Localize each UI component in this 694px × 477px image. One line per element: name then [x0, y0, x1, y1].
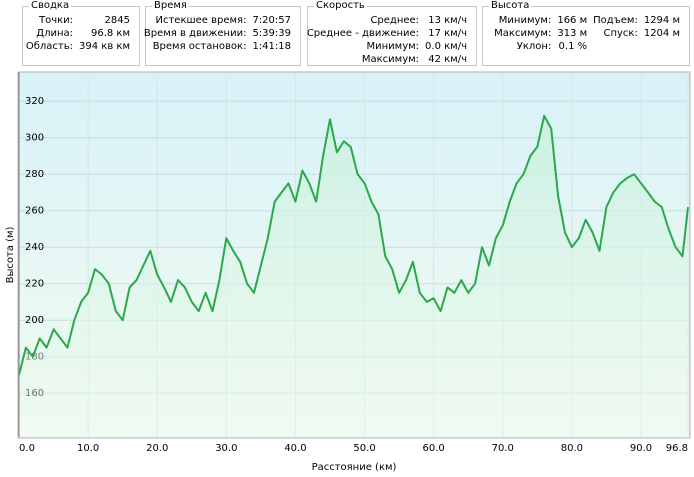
stat-value: 0.0 км/ч: [425, 41, 467, 52]
stat-label: Минимум:: [498, 15, 552, 26]
stats-group: Скорость Среднее: 13 км/ч Среднее - движени…: [304, 0, 477, 66]
stats-group: Высота Минимум: 166 м Подъем: 1294 м Максимум…: [482, 0, 690, 66]
x-tick-label: 60.0: [423, 443, 445, 454]
stat-label: Область:: [25, 41, 74, 52]
stats-table: Среднее: 13 км/ч Среднее - движение: 17 км/…: [304, 14, 470, 66]
stat-label: Точки:: [38, 15, 74, 26]
y-tick-label: 200: [25, 315, 44, 326]
stats-row: Истекшее время: 7:20:57: [141, 14, 294, 27]
y-tick-label: 300: [25, 133, 44, 144]
group-title: Высота: [489, 0, 532, 11]
stat-value: 166 м: [557, 15, 588, 26]
stats-row: Среднее: 13 км/ч: [304, 14, 470, 27]
stats-group: Сводка Точки: 2845 Длина: 96.8 км Область: 394…: [22, 0, 140, 66]
stat-value: 42 км/ч: [428, 54, 467, 65]
x-tick-label: 40.0: [284, 443, 306, 454]
stat-value: 2845: [104, 15, 130, 26]
stats-group: Время Истекшее время: 7:20:57 Время в движе…: [144, 0, 301, 66]
group-title: Время: [152, 0, 189, 11]
stats-row: Точки: 2845: [23, 14, 133, 27]
stats-row: Длина: 96.8 км: [23, 27, 133, 40]
x-tick-label: 30.0: [215, 443, 237, 454]
stat-value: 0.1 %: [558, 41, 588, 52]
stats-row: Время в движении: 5:39:39: [141, 27, 294, 40]
x-tick-label: 90.0: [630, 443, 652, 454]
stats-row: Минимум: 166 м Подъем: 1294 м: [491, 14, 683, 27]
y-tick-label: 260: [25, 206, 44, 217]
stat-value: 1294 м: [643, 15, 680, 26]
stats-table: Минимум: 166 м Подъем: 1294 м Максимум: 313 м…: [491, 14, 683, 53]
x-tick-label: 80.0: [561, 443, 583, 454]
stat-label: Время в движении:: [143, 28, 247, 39]
y-tick-label: 240: [25, 242, 44, 253]
stats-row: Среднее - движение: 17 км/ч: [304, 27, 470, 40]
stats-row: Время остановок: 1:41:18: [141, 40, 294, 53]
x-tick-label: 10.0: [77, 443, 99, 454]
y-tick-label: 280: [25, 169, 44, 180]
area-fill: [19, 115, 688, 438]
stat-label: Максимум:: [494, 28, 552, 39]
stat-label: Среднее - движение:: [306, 28, 420, 39]
x-tick-label: 70.0: [492, 443, 514, 454]
stats-row: Минимум: 0.0 км/ч: [304, 40, 470, 53]
x-tick-label: 20.0: [146, 443, 168, 454]
stat-value: 96.8 км: [90, 28, 130, 39]
stat-value: 394 кв км: [79, 41, 130, 52]
stat-label: Длина:: [36, 28, 74, 39]
stat-label: Истекшее время:: [155, 15, 247, 26]
y-axis-title: Высота (м): [5, 226, 16, 283]
group-title: Скорость: [314, 0, 367, 11]
stat-label: Спуск:: [603, 28, 638, 39]
stats-row: Максимум: 313 м Спуск: 1204 м: [491, 27, 683, 40]
stat-label: Максимум:: [361, 54, 420, 65]
y-tick-label: 220: [25, 279, 44, 290]
y-tick-label: 320: [25, 96, 44, 107]
stats-table: Истекшее время: 7:20:57 Время в движении: 5…: [141, 14, 294, 53]
stat-label: Время остановок:: [152, 41, 247, 52]
x-tick-label: 0.0: [19, 443, 35, 454]
stat-value: 7:20:57: [252, 15, 291, 26]
stat-label: Среднее:: [370, 15, 420, 26]
x-tick-label: 96.8: [666, 443, 688, 454]
stats-row: Область: 394 кв км: [23, 40, 133, 53]
stats-row: Максимум: 42 км/ч: [304, 53, 470, 66]
x-axis-title: Расстояние (км): [312, 462, 397, 473]
group-title: Сводка: [29, 0, 72, 11]
stat-label: Уклон:: [516, 41, 552, 52]
stat-label: Подъем:: [593, 15, 638, 26]
stat-value: 1204 м: [643, 28, 680, 39]
stat-value: 13 км/ч: [428, 15, 467, 26]
stat-value: 17 км/ч: [428, 28, 467, 39]
stats-table: Точки: 2845 Длина: 96.8 км Область: 394 кв км: [23, 14, 133, 53]
elevation-line: [18, 114, 689, 376]
stat-label: Минимум:: [366, 41, 420, 52]
stat-value: 1:41:18: [252, 41, 291, 52]
stat-value: 5:39:39: [252, 28, 291, 39]
stat-value: 313 м: [557, 28, 588, 39]
stats-row: Уклон: 0.1 %: [491, 40, 683, 53]
x-tick-label: 50.0: [353, 443, 375, 454]
